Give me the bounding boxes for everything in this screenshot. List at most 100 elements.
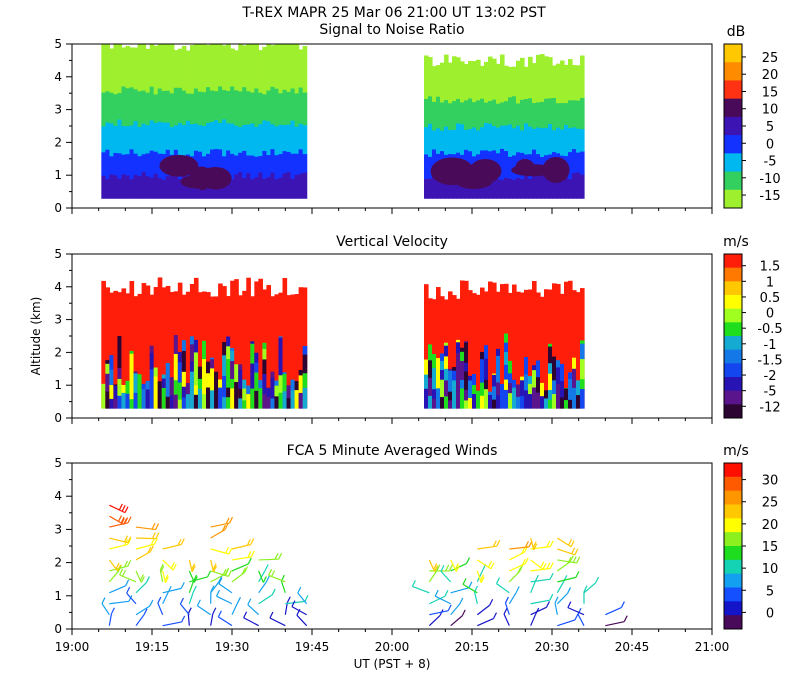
x-tick-label: 21:00 [695,640,730,654]
velocity-cell [278,336,284,338]
colorbar-swatch [724,504,742,519]
snr-cell [568,59,573,101]
velocity-cell [137,374,143,393]
snr-cell [278,92,284,125]
snr-cell [274,44,280,89]
snr-cell [129,178,135,199]
snr-cell [540,156,545,173]
snr-cell [133,174,139,199]
snr-cell [472,61,477,103]
snr-cell [226,90,231,124]
snr-cell [222,45,227,91]
velocity-cell [153,287,159,409]
velocity-cell [424,374,429,389]
wind-barb-flag [434,589,439,597]
snr-cell [262,46,268,95]
snr-cell [452,178,457,199]
snr-x-axis [71,208,713,214]
wind-barb [247,604,260,616]
colorbar-swatch [724,171,742,191]
velocity-cell [181,340,187,351]
velocity-cell [189,336,195,345]
wind-barb [557,576,577,583]
wind-barb [291,606,307,616]
velocity-cell [177,351,183,363]
velocity-cell [214,371,219,392]
snr-cell [552,129,557,153]
snr-cell [274,154,280,180]
snr-cell [181,175,187,199]
snr-cell [532,63,537,104]
wind-barb-flag [576,556,581,564]
velocity-cell [496,382,501,396]
snr-cell [428,57,433,97]
snr-cell [488,122,493,152]
wind-barb [428,559,436,572]
snr-cell [230,122,235,154]
colorbar-swatch [724,336,742,351]
snr-cell [282,44,288,90]
wind-barb [258,581,267,594]
colorbar-swatch [724,377,742,392]
velocity-cell [500,284,505,409]
velocity-cell [444,355,449,369]
wind-barb-flag [123,518,128,525]
velocity-cell [153,375,159,395]
snr-cell [424,126,429,155]
snr-cell [149,177,155,199]
wind-barb [162,587,182,594]
colorbar-label: 30 [762,474,779,489]
velocity-cell [274,294,280,409]
x-tick-label: 20:30 [535,640,570,654]
velocity-cell [524,373,529,391]
snr-cell [262,178,268,199]
wind-barb-flag [212,565,218,573]
snr-cell [448,62,453,104]
velocity-cell [197,292,203,409]
x-tick-label: 20:15 [455,640,490,654]
snr-cell [560,177,565,199]
snr-cell [101,175,106,199]
velocity-cell [210,357,215,360]
velocity-cell [504,333,509,343]
velocity-cell [436,287,441,409]
colorbar-swatch [724,44,742,63]
snr-cell [145,152,151,177]
snr-cell [540,101,545,129]
wind-barb-flag [121,505,126,512]
velocity-cell [468,380,473,398]
velocity-cell [508,392,513,409]
snr-cell [201,125,207,157]
velocity-cell [548,399,553,409]
snr-cell [153,151,159,174]
velocity-cell [460,360,465,380]
velocity-ylabel: Altitude (km) [29,297,43,376]
wind-barb [218,616,233,627]
wind-barb [210,581,220,594]
wind-barb-flag [492,540,497,547]
snr-cell [432,174,437,199]
snr-cell [266,89,272,122]
velocity-cell [254,372,259,391]
snr-cell [508,66,513,98]
velocity-cell [500,383,505,396]
velocity-cell [488,281,493,409]
wind-barb [508,592,517,605]
velocity-cell [133,296,139,409]
snr-cell [266,176,272,199]
snr-cell [492,58,497,100]
velocity-cell [206,361,211,374]
velocity-cell [282,277,288,409]
snr-cell [193,123,199,151]
velocity-cell [568,399,573,409]
velocity-cell [448,399,453,409]
velocity-cell [290,294,296,409]
snr-cell [428,156,433,179]
snr-cell [290,120,296,154]
snr-cell [500,54,505,103]
wind-barb [476,570,484,583]
wind-barb [297,592,308,605]
snr-cell [218,122,223,150]
velocity-cell [270,296,276,409]
velocity-cell [484,358,489,380]
